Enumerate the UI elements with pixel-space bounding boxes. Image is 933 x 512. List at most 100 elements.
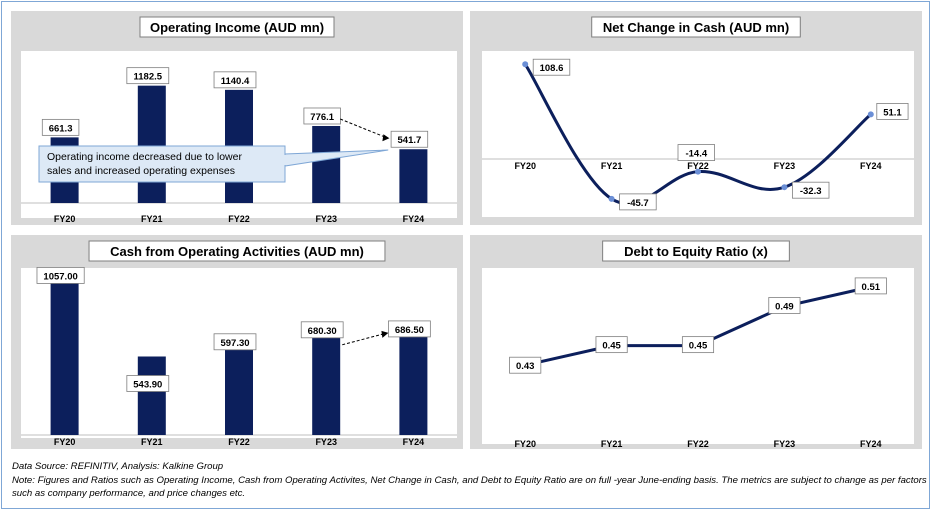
data-label: 1140.4 [221,76,250,87]
data-label: 680.30 [308,326,337,337]
bar [399,335,428,435]
x-tick-label: FY22 [228,437,250,447]
x-tick-label: FY24 [860,439,882,449]
data-label-box [532,58,571,76]
data-source-text: Data Source: REFINITIV, Analysis: Kalkin… [12,461,224,472]
panel-cash-operating: 1057.00 543.90 597.30 680.30 686.50 FY20 FY21 F… [11,235,463,449]
data-label: 0.49 [775,301,794,312]
callout-text: Operating income decreased due to lower s… [47,151,242,177]
chart-title: Operating Income (AUD mn) [150,20,324,35]
chart-title-box [591,16,801,38]
bar [312,336,341,435]
operating-income-chart: 661.3 1182.5 1140.4 776.1 541.7 Operating inc… [21,16,457,224]
data-point [781,184,788,191]
x-tick-label: FY24 [860,161,882,171]
x-tick-label: FY22 [228,214,250,224]
x-tick-label: FY20 [514,439,536,449]
x-tick-label: FY20 [54,437,76,447]
chart-title: Cash from Operating Activities (AUD mn) [110,244,364,259]
plot-area [482,268,914,444]
data-label-box [681,336,715,354]
data-label-box [854,277,887,295]
data-label-group: 1057.00 [36,267,85,284]
bar [225,348,253,435]
data-label: -45.7 [627,198,649,209]
x-tick-label: FY23 [774,439,796,449]
data-label-box [300,321,344,339]
data-label: 0.45 [689,341,708,352]
data-label-group: 541.7 [390,130,429,148]
data-label-group: -32.3 [791,181,830,199]
data-label-group: 680.30 [300,321,344,339]
data-label-box [768,297,801,314]
data-label: -14.4 [685,149,707,160]
data-label-box [126,375,170,392]
net-change-cash-chart: FY20 FY21 FY22 FY23 FY24 108.6 -45.7 -14.4 -32.3… [482,16,914,217]
x-tick-label: FY23 [315,437,337,447]
data-label-box [876,103,909,120]
plot-area [482,51,914,217]
data-label-group: 661.3 [41,118,80,136]
panel-net-change-cash: FY20 FY21 FY22 FY23 FY24 108.6 -45.7 -14.4 -32.3… [470,11,922,225]
data-label-group: 51.1 [876,103,909,120]
chart-title: Net Change in Cash (AUD mn) [603,20,789,35]
data-label: 0.51 [862,282,881,293]
chart-title-box [602,240,790,262]
x-tick-label: FY21 [601,439,623,449]
x-tick-label: FY24 [403,437,425,447]
data-label-box [213,71,257,89]
data-label-box [595,336,628,354]
data-label: 51.1 [883,107,902,118]
panel-debt-equity: 0.43 0.45 0.45 0.49 0.51 FY20 FY21 FY22 FY23 FY24… [470,235,922,449]
data-label-box [509,356,542,374]
callout-box [38,145,286,183]
data-label: 541.7 [398,135,422,146]
chart-title-box [139,16,335,38]
data-label-group: 1140.4 [213,71,257,89]
data-label-box [126,67,170,85]
x-tick-label: FY23 [774,161,796,171]
data-label: 0.43 [516,361,535,372]
trend-arrowhead [382,134,390,142]
data-label: 776.1 [310,112,334,123]
data-label-group: 776.1 [303,107,341,125]
x-tick-label: FY24 [403,214,425,224]
data-label-box [619,193,657,211]
bar [137,85,166,203]
data-label-group: -45.7 [619,193,657,211]
data-label-group: 597.30 [213,333,257,351]
data-label-box [390,130,429,148]
data-label-box [388,320,431,338]
data-label-box [791,181,830,199]
data-label-box [36,267,85,284]
bar [399,149,428,203]
data-label: 661.3 [49,123,73,134]
data-point [522,61,529,68]
data-point [867,111,874,118]
data-label-group: -14.4 [677,144,715,161]
chart-title: Debt to Equity Ratio (x) [624,244,768,259]
debt-equity-chart: 0.43 0.45 0.45 0.49 0.51 FY20 FY21 FY22 FY23 FY24… [482,240,914,449]
bar [50,282,79,435]
x-tick-label: FY20 [54,214,76,224]
note-text: Note: Figures and Ratios such as Operati… [12,474,927,500]
bar [312,125,341,203]
data-label-group: 686.50 [388,320,431,338]
data-label-group: 1182.5 [126,67,170,85]
x-tick-label: FY21 [601,161,623,171]
x-tick-label: FY21 [141,437,163,447]
x-tick-label: FY20 [514,161,536,171]
data-label-group: 543.90 [126,375,170,392]
panel-operating-income: 661.3 1182.5 1140.4 776.1 541.7 Operating inc… [11,11,463,225]
data-label-group: 0.49 [768,297,801,314]
cash-operating-chart: 1057.00 543.90 597.30 680.30 686.50 FY20 FY21 F… [21,240,457,447]
data-label-group: 108.6 [532,58,571,76]
x-tick-label: FY22 [687,161,709,171]
data-label-box [213,333,257,351]
trend-arrowhead [381,330,389,338]
data-label: 686.50 [395,325,424,336]
data-label: 108.6 [540,63,564,74]
data-label: 1057.00 [43,271,77,282]
data-label-box [677,144,715,161]
